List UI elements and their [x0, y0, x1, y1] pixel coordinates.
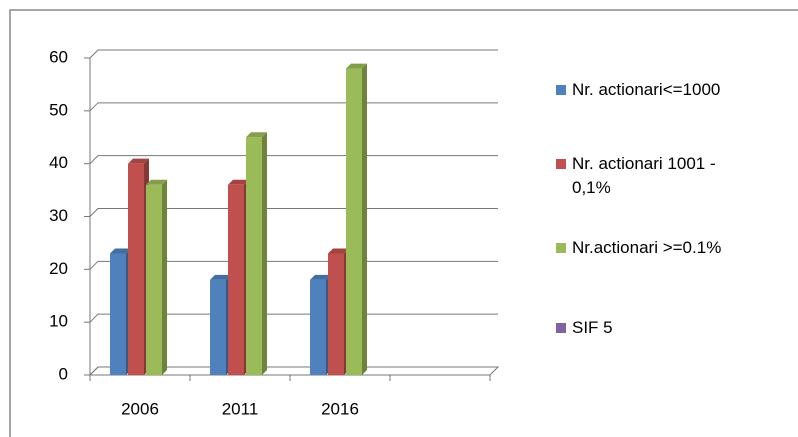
legend-swatch: [556, 85, 566, 95]
bar-side: [262, 132, 267, 375]
bar-front: [310, 279, 326, 375]
y-tick-label: 10: [49, 312, 68, 331]
legend-label: Nr. actionari<=1000: [572, 80, 721, 99]
y-tick-label: 20: [49, 259, 68, 278]
bar-side: [362, 63, 367, 376]
bar-front: [328, 253, 344, 375]
bar-top: [346, 63, 367, 69]
bar-top: [228, 179, 249, 185]
legend-label: Nr. actionari 1001 - 0,1%: [572, 154, 716, 197]
x-tick-label: 2016: [321, 399, 359, 418]
bar-top: [128, 158, 149, 164]
legend-swatch: [556, 159, 566, 169]
bar-front: [146, 184, 162, 375]
legend-label: SIF 5: [572, 318, 613, 337]
bar-front: [246, 137, 262, 375]
x-tick-label: 2011: [222, 399, 259, 418]
y-tick-label: 60: [49, 47, 68, 66]
frame: [9, 9, 798, 437]
bar-top: [210, 274, 231, 280]
y-tick-label: 0: [59, 364, 68, 383]
bar-top: [110, 248, 131, 254]
bar-top: [328, 248, 349, 254]
bar-front: [210, 279, 226, 375]
grid-line: [89, 102, 498, 112]
bar-front: [228, 184, 244, 375]
grid-line: [89, 49, 498, 59]
legend-entry: SIF 5: [556, 316, 796, 340]
x-tick-label: 2006: [121, 399, 159, 418]
legend-label: Nr.actionari >=0.1%: [572, 238, 722, 257]
legend-swatch: [556, 323, 566, 333]
y-tick-label: 30: [49, 206, 68, 225]
bar-front: [128, 163, 144, 375]
grid-line: [89, 155, 498, 165]
bar-top: [146, 179, 167, 185]
legend-entry: Nr.actionari >=0.1%: [556, 236, 796, 260]
y-tick-label: 50: [49, 100, 68, 119]
bar-side: [162, 179, 167, 375]
legend-entry: Nr. actionari<=1000: [556, 78, 796, 102]
bar-top: [310, 274, 331, 280]
bar-top: [246, 132, 267, 138]
y-tick-label: 40: [49, 153, 68, 172]
bar-front: [346, 68, 362, 376]
legend-swatch: [556, 243, 566, 253]
legend-entry: Nr. actionari 1001 - 0,1%: [556, 152, 796, 200]
bar-front: [110, 253, 126, 375]
